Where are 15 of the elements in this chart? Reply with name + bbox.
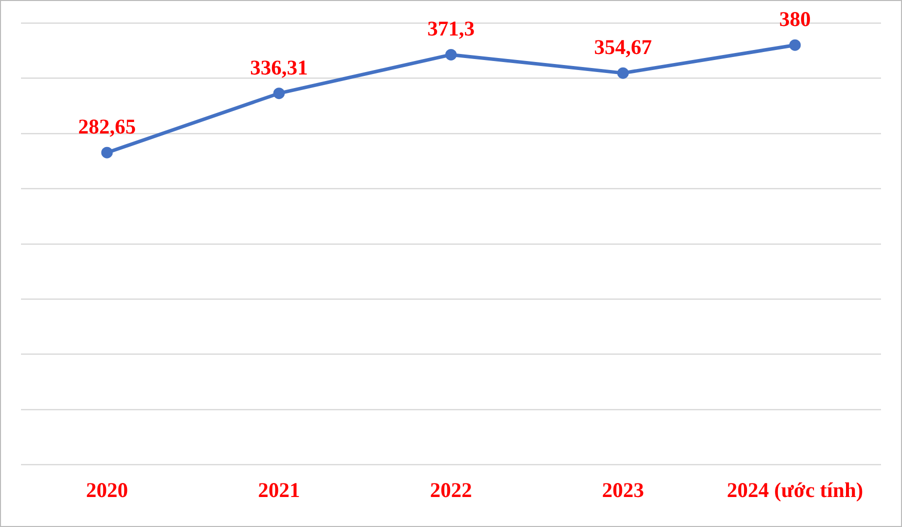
x-tick-label: 2024 (ước tính): [726, 478, 864, 502]
x-tick-label: 2021: [258, 478, 300, 502]
data-label: 282,65: [78, 114, 136, 139]
x-tick-label: 2020: [86, 478, 128, 502]
point: [273, 88, 285, 100]
data-label: 380: [779, 7, 811, 32]
data-label: 336,31: [250, 55, 308, 80]
point: [789, 39, 801, 51]
point: [445, 48, 457, 60]
point: [101, 146, 113, 158]
x-tick-label: 2023: [602, 478, 644, 502]
point: [617, 67, 629, 79]
data-label: 354,67: [594, 34, 652, 59]
data-label: 371,3: [427, 16, 475, 41]
x-tick-label: 2022: [430, 478, 472, 502]
